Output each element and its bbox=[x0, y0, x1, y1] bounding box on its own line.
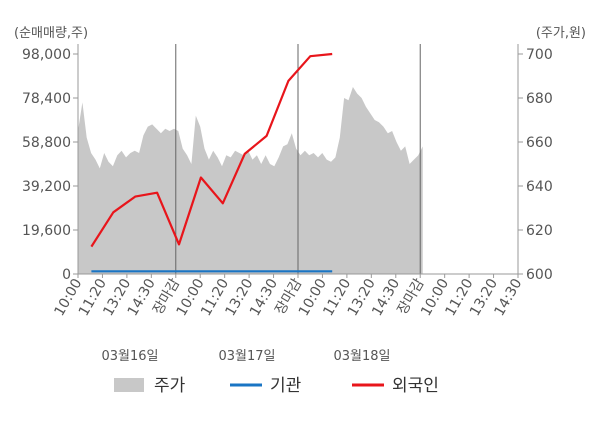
day-labels: 03월16일 03월17일 03월18일 bbox=[101, 349, 390, 364]
right-axis-unit-label: (주가,원) bbox=[536, 26, 586, 41]
right-tick-label: 620 bbox=[526, 223, 553, 239]
right-axis-ticks: 700 680 660 640 620 600 bbox=[518, 47, 553, 283]
left-tick-label: 98,000 bbox=[22, 47, 71, 63]
x-axis-ticks: 10:0011:2013:2014:30장마감10:0011:2013:2014… bbox=[51, 274, 525, 319]
price-area-series bbox=[78, 87, 423, 274]
left-tick-label: 19,600 bbox=[22, 223, 71, 239]
right-tick-label: 640 bbox=[526, 179, 553, 195]
price-area bbox=[78, 87, 423, 274]
left-tick-label: 78,400 bbox=[22, 91, 71, 107]
left-tick-label: 0 bbox=[62, 267, 71, 283]
day-label: 03월16일 bbox=[101, 349, 158, 364]
right-tick-label: 600 bbox=[526, 267, 553, 283]
foreigner-line bbox=[90, 52, 333, 248]
legend-label: 외국인 bbox=[392, 376, 439, 396]
right-tick-label: 680 bbox=[526, 91, 553, 107]
right-tick-label: 660 bbox=[526, 135, 553, 151]
left-axis-ticks: 98,000 78,400 58,800 39,200 19,600 0 bbox=[22, 47, 78, 283]
day-label: 03월17일 bbox=[218, 349, 275, 364]
legend-swatch-price bbox=[114, 378, 144, 392]
left-axis-unit-label: (순매매량,주) bbox=[14, 26, 88, 41]
line-series bbox=[90, 52, 333, 273]
left-tick-label: 58,800 bbox=[22, 135, 71, 151]
legend-label: 주가 bbox=[154, 376, 186, 396]
right-tick-label: 700 bbox=[526, 47, 553, 63]
legend: 주가 기관 외국인 bbox=[114, 376, 439, 396]
day-label: 03월18일 bbox=[333, 349, 390, 364]
legend-label: 기관 bbox=[270, 376, 301, 396]
left-tick-label: 39,200 bbox=[22, 179, 71, 195]
